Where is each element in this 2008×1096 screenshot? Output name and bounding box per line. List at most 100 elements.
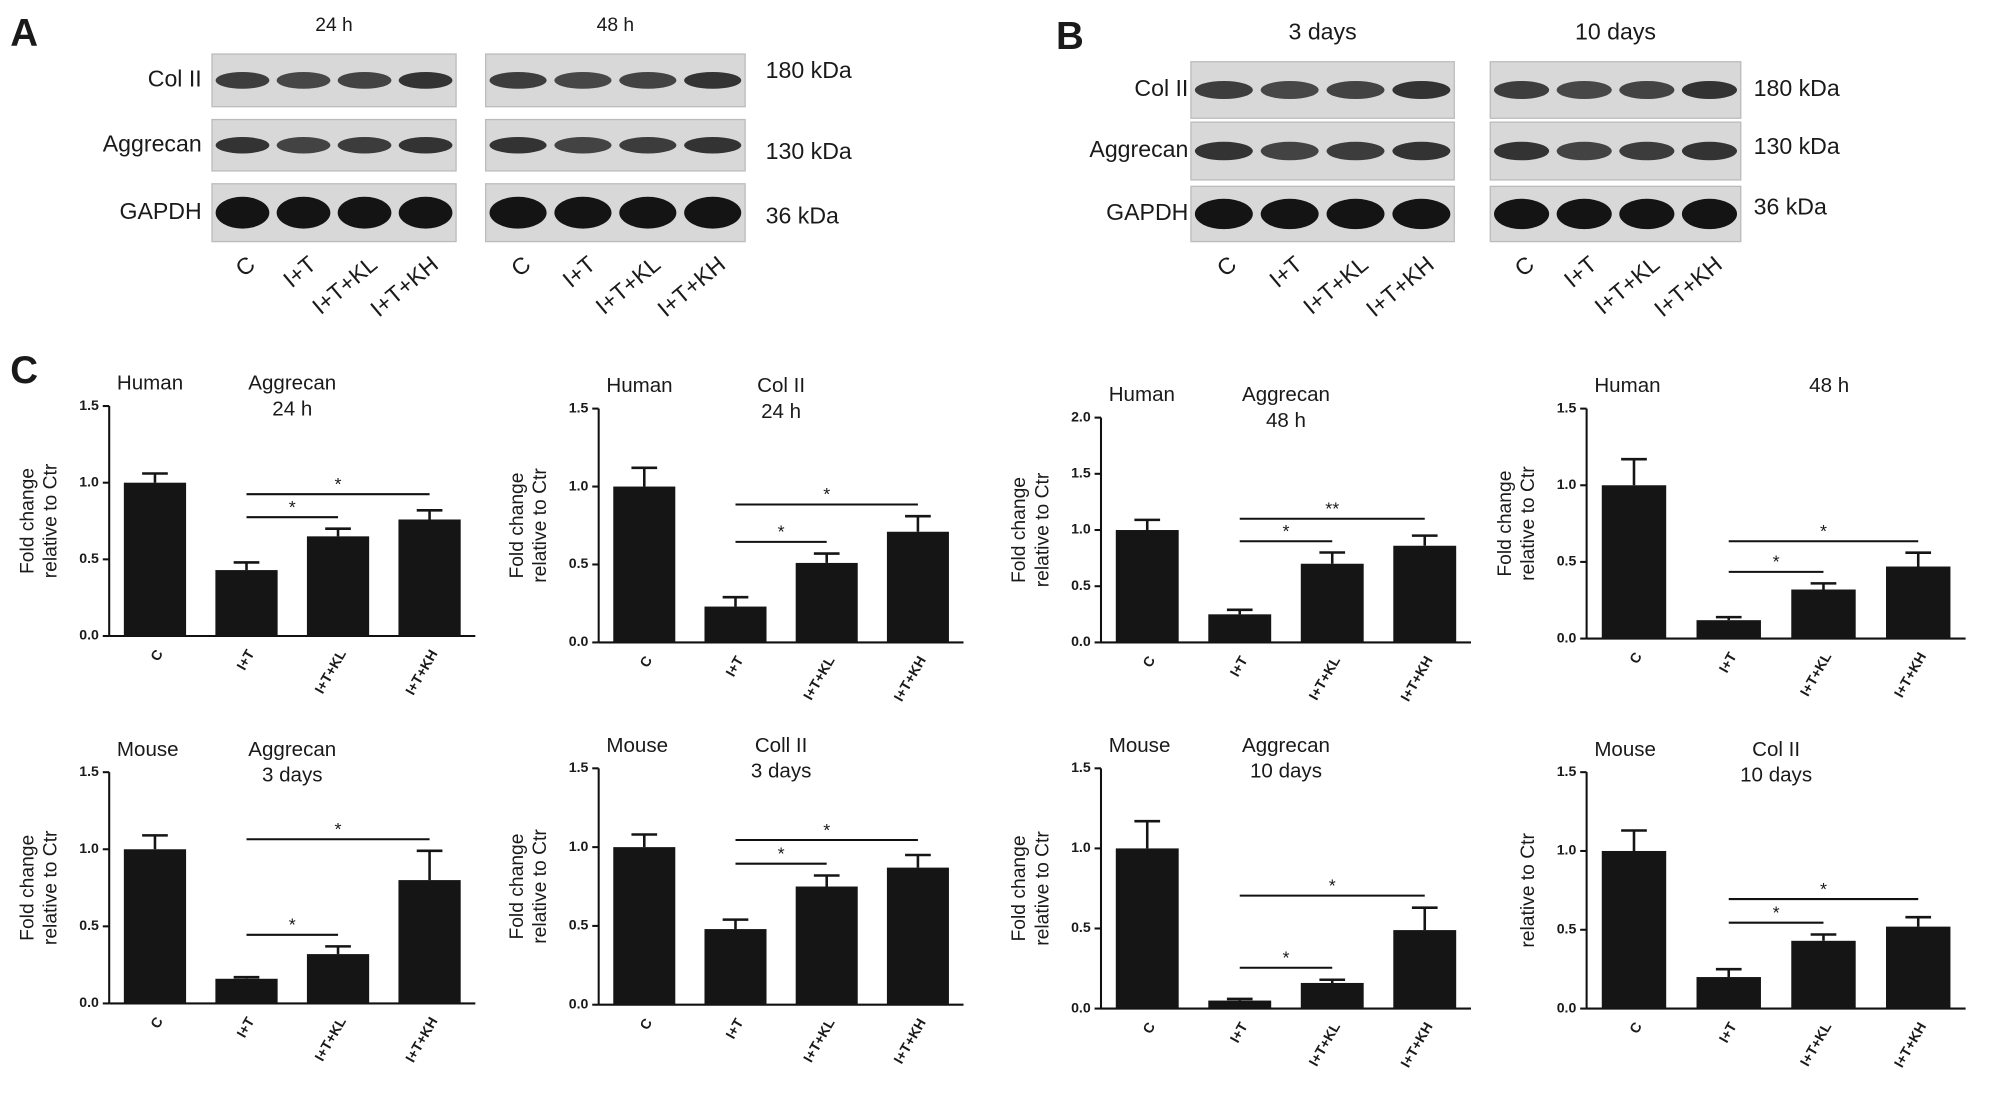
y-axis-label: Fold change xyxy=(17,468,38,574)
y-axis-label: relative to Ctr xyxy=(40,463,61,578)
size-label: 130 kDa xyxy=(1754,133,1840,159)
blot-band xyxy=(337,137,392,154)
x-tick-label: I+T+KH xyxy=(1397,1019,1436,1070)
blot-band xyxy=(398,196,453,229)
bar xyxy=(1696,977,1761,1009)
y-tick-label: 1.0 xyxy=(1557,842,1577,858)
y-axis-label: Fold change xyxy=(507,472,528,578)
x-tick-label: C xyxy=(1626,649,1645,666)
blot-band xyxy=(1326,198,1385,230)
bar xyxy=(795,886,858,1005)
bar xyxy=(613,486,676,643)
lane-label: C xyxy=(1509,251,1539,282)
bar xyxy=(1886,926,1951,1009)
blot-band xyxy=(1326,141,1385,161)
bar xyxy=(306,536,370,637)
significance-label: * xyxy=(335,474,342,494)
error-bar xyxy=(1411,906,1438,931)
y-tick-label: 1.0 xyxy=(79,840,99,856)
error-bar xyxy=(1715,967,1742,978)
error-bar xyxy=(233,975,260,979)
x-tick-label: I+T+KL xyxy=(1305,653,1343,703)
panel-label: B xyxy=(1056,15,1084,58)
lane-label: I+T xyxy=(278,251,321,293)
bar xyxy=(398,519,461,637)
significance-label: * xyxy=(1329,875,1336,895)
blot-band xyxy=(554,196,612,229)
y-tick-label: 0.0 xyxy=(79,994,99,1010)
blot-band xyxy=(398,71,453,89)
chart-title: Aggrecan xyxy=(1242,734,1330,757)
bar xyxy=(1300,563,1364,643)
chart-title: Col II xyxy=(1752,738,1800,761)
y-tick-label: 1.5 xyxy=(569,759,589,775)
significance-label: * xyxy=(289,497,296,517)
y-tick-label: 0.5 xyxy=(569,555,589,571)
row-label: Col II xyxy=(1134,75,1188,101)
significance-label: * xyxy=(823,484,830,504)
bar xyxy=(215,570,278,637)
bar xyxy=(306,954,370,1004)
blot-band xyxy=(1326,80,1385,100)
lane-label: I+T+KH xyxy=(1361,251,1439,322)
annotation: Mouse xyxy=(1109,734,1171,757)
blot-band xyxy=(1556,141,1612,161)
error-bar xyxy=(1319,551,1346,564)
error-bar xyxy=(1905,551,1932,567)
significance-label: * xyxy=(823,820,830,840)
blot-band xyxy=(619,196,677,229)
row-label: Aggrecan xyxy=(103,130,202,156)
annotation: Human xyxy=(117,372,183,395)
error-bar xyxy=(905,853,931,868)
row-label: GAPDH xyxy=(120,198,202,224)
bar xyxy=(123,482,187,637)
error-bar xyxy=(1319,978,1346,983)
bar xyxy=(886,867,949,1005)
y-tick-label: 0.0 xyxy=(569,995,589,1011)
error-bar xyxy=(416,509,443,520)
blot-band xyxy=(1194,198,1253,230)
x-tick-label: I+T+KL xyxy=(800,1015,838,1065)
x-tick-label: C xyxy=(147,1014,166,1031)
error-bar xyxy=(722,918,749,930)
panel-label: A xyxy=(10,12,38,55)
x-tick-label: I+T xyxy=(1715,649,1739,675)
bar xyxy=(704,606,767,643)
error-bar xyxy=(1226,608,1253,615)
x-tick-label: C xyxy=(636,653,655,670)
blot-band xyxy=(489,196,547,229)
error-bar xyxy=(1905,915,1932,927)
y-tick-label: 0.0 xyxy=(1557,629,1577,645)
y-tick-label: 1.5 xyxy=(79,397,99,413)
row-label: Aggrecan xyxy=(1089,136,1188,162)
chart-title: Col II xyxy=(757,374,805,397)
size-label: 36 kDa xyxy=(1754,193,1827,219)
bar xyxy=(1696,620,1761,639)
bar xyxy=(123,849,187,1004)
x-tick-label: C xyxy=(1139,1019,1158,1036)
x-tick-label: I+T+KH xyxy=(1397,653,1436,704)
y-axis-label: Fold change xyxy=(507,833,528,939)
row-label: Col II xyxy=(148,65,202,91)
blot-band xyxy=(1494,80,1550,100)
blot-band xyxy=(1260,141,1319,161)
chart-subtitle: 24 h xyxy=(761,400,801,423)
x-tick-label: C xyxy=(636,1015,655,1032)
error-bar xyxy=(1621,457,1647,486)
y-tick-label: 0.5 xyxy=(569,917,589,933)
blot-band xyxy=(1619,198,1675,230)
chart-title: Aggrecan xyxy=(1242,383,1330,406)
bar xyxy=(1886,566,1951,639)
lane-label: C xyxy=(230,251,260,282)
lane-label: I+T+KL xyxy=(1298,251,1373,320)
error-bar xyxy=(325,945,351,955)
blot-band xyxy=(337,196,392,229)
x-tick-label: I+T+KL xyxy=(1797,1019,1835,1069)
error-bar xyxy=(722,595,749,607)
bar xyxy=(1115,848,1179,1009)
size-label: 130 kDa xyxy=(766,138,852,164)
x-tick-label: I+T xyxy=(722,1015,746,1041)
y-tick-label: 0.0 xyxy=(1071,633,1091,649)
bar xyxy=(1300,982,1364,1009)
size-label: 36 kDa xyxy=(766,202,839,228)
